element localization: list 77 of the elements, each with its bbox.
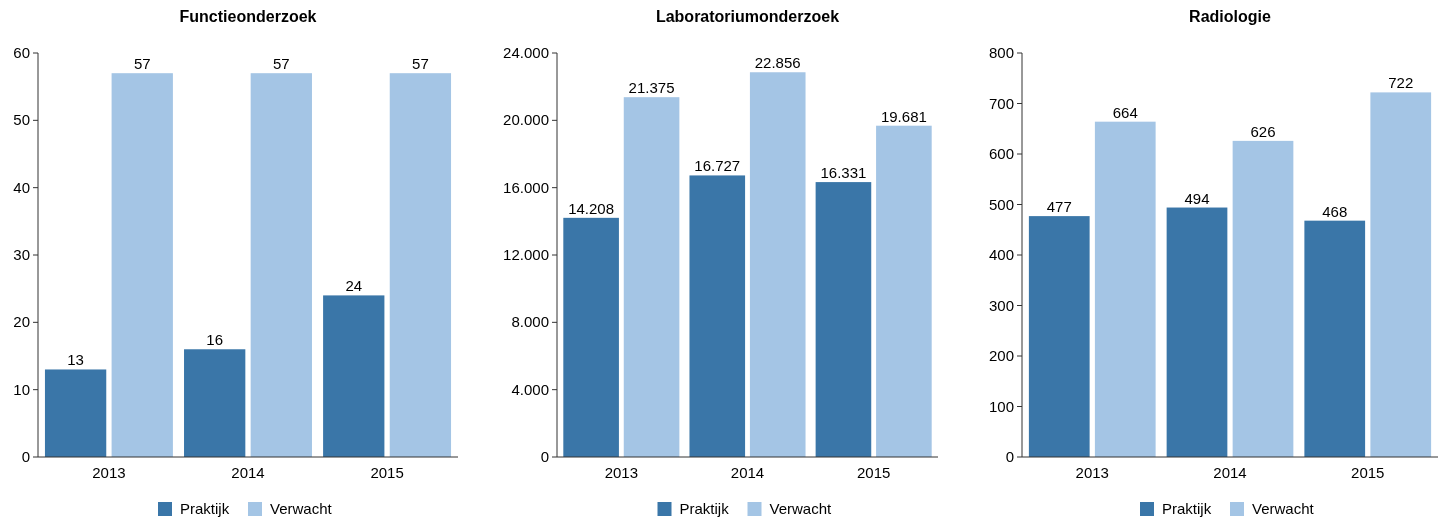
bar xyxy=(1028,216,1090,457)
x-tick-label: 2014 xyxy=(231,464,265,481)
y-tick-label: 20.000 xyxy=(503,111,549,129)
x-tick-label: 2013 xyxy=(92,464,126,481)
bar xyxy=(623,97,680,457)
x-tick-label: 2015 xyxy=(1351,464,1385,481)
y-tick-label: 600 xyxy=(988,145,1014,162)
bar xyxy=(1304,220,1366,457)
bar xyxy=(250,73,312,457)
data-label: 57 xyxy=(272,55,290,73)
y-tick-label: 0 xyxy=(540,448,549,465)
bar xyxy=(184,349,246,457)
x-tick-label: 2013 xyxy=(1075,464,1109,481)
legend-label: Verwacht xyxy=(270,500,333,517)
y-tick-label: 30 xyxy=(13,246,30,263)
y-tick-label: 10 xyxy=(13,380,30,398)
y-tick-label: 300 xyxy=(988,296,1014,314)
chart-title: Functieonderzoek xyxy=(179,8,317,25)
x-tick-label: 2014 xyxy=(1213,464,1247,481)
bar xyxy=(111,73,173,457)
bar xyxy=(563,217,619,457)
chart-title: Laboratoriumonderzoek xyxy=(655,8,840,25)
y-tick-label: 0 xyxy=(1005,448,1014,465)
bar xyxy=(1166,207,1228,457)
data-label: 57 xyxy=(412,55,429,73)
chart-title: Radiologie xyxy=(1189,8,1271,25)
data-label: 477 xyxy=(1046,198,1072,216)
legend-label: Verwacht xyxy=(769,500,833,517)
data-label: 22.856 xyxy=(754,54,801,72)
legend-label: Praktijk xyxy=(1162,500,1212,517)
bar xyxy=(323,295,385,457)
y-tick-label: 16.000 xyxy=(503,178,549,196)
y-tick-label: 200 xyxy=(988,347,1014,364)
y-tick-label: 8.000 xyxy=(511,313,549,331)
y-tick-label: 800 xyxy=(988,44,1014,61)
y-tick-label: 12.000 xyxy=(503,246,549,263)
y-tick-label: 500 xyxy=(988,195,1014,213)
y-tick-label: 700 xyxy=(988,94,1014,112)
bar xyxy=(876,125,932,457)
bar xyxy=(1232,140,1294,457)
data-label: 24 xyxy=(345,277,363,295)
data-label: 16.331 xyxy=(820,164,867,182)
legend-label: Verwacht xyxy=(1252,500,1315,517)
bar xyxy=(1370,92,1432,457)
x-tick-label: 2013 xyxy=(604,464,639,481)
y-tick-label: 0 xyxy=(21,448,30,465)
data-label: 19.681 xyxy=(880,107,927,125)
data-label: 16.727 xyxy=(694,157,741,175)
y-tick-label: 400 xyxy=(988,246,1014,263)
data-label: 722 xyxy=(1388,74,1414,92)
x-tick-label: 2014 xyxy=(730,464,765,481)
bar xyxy=(749,72,806,457)
y-tick-label: 40 xyxy=(13,178,30,196)
data-label: 14.208 xyxy=(568,199,615,217)
legend-label: Praktijk xyxy=(679,500,730,517)
bar xyxy=(389,73,452,457)
data-label: 626 xyxy=(1250,122,1276,140)
data-label: 664 xyxy=(1112,103,1138,121)
bar xyxy=(815,182,872,457)
y-tick-label: 50 xyxy=(13,111,30,129)
data-label: 13 xyxy=(67,351,84,369)
y-tick-label: 60 xyxy=(13,44,30,61)
data-label: 21.375 xyxy=(628,79,675,97)
bar xyxy=(44,369,107,457)
y-tick-label: 4.000 xyxy=(511,380,549,398)
bar xyxy=(1094,121,1156,457)
y-tick-label: 20 xyxy=(13,313,30,331)
data-label: 468 xyxy=(1322,202,1348,220)
data-label: 494 xyxy=(1184,189,1210,207)
legend-label: Praktijk xyxy=(180,500,230,517)
x-tick-label: 2015 xyxy=(370,464,404,481)
y-tick-label: 24.000 xyxy=(503,44,549,61)
data-label: 57 xyxy=(133,55,151,73)
bar xyxy=(689,175,746,457)
data-label: 16 xyxy=(206,331,224,349)
x-tick-label: 2015 xyxy=(856,464,891,481)
y-tick-label: 100 xyxy=(988,397,1014,415)
